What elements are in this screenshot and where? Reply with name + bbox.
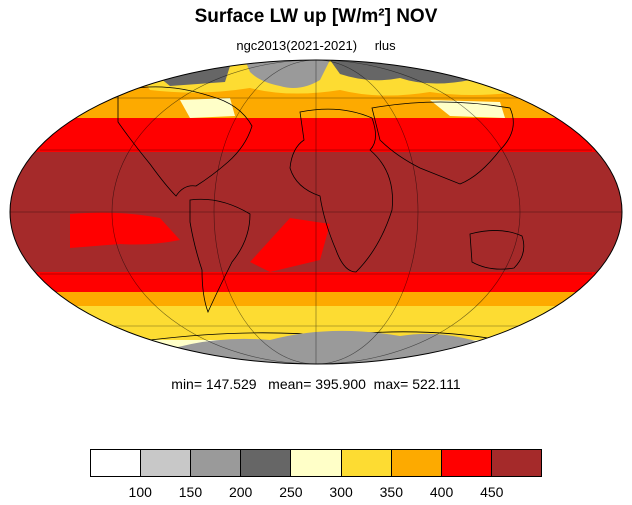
europe-africa-outline xyxy=(289,108,393,273)
map-title: Surface LW up [W/m²] NOV xyxy=(194,6,438,27)
globe-outline xyxy=(9,59,623,365)
legend-swatch xyxy=(291,450,342,476)
pacific-cool-tongue xyxy=(70,212,180,248)
south-america-outline xyxy=(189,198,251,314)
color-legend xyxy=(90,449,542,477)
legend-tick-label: 250 xyxy=(279,484,303,500)
legend-swatch xyxy=(341,450,392,476)
legend-swatch xyxy=(141,450,192,476)
legend-tick-label: 200 xyxy=(228,484,253,500)
stat-max: 522.111 xyxy=(412,376,461,392)
legend-swatch xyxy=(391,450,442,476)
legend-tick-label: 450 xyxy=(480,484,504,500)
legend-tick-label: 150 xyxy=(178,484,203,500)
australia-outline xyxy=(469,230,525,270)
legend-swatch xyxy=(191,450,242,476)
north-america-outline xyxy=(117,86,253,197)
atlantic-cool-tongue xyxy=(250,218,330,272)
stats-line: min= 147.529 mean= 395.900 max= 522.111 xyxy=(171,376,461,392)
variable-label: rlus xyxy=(374,38,396,53)
legend-tick-label: 400 xyxy=(429,484,454,500)
run-label: ngc2013(2021-2021) xyxy=(236,38,358,53)
canada-pale xyxy=(180,98,235,118)
legend-swatch xyxy=(241,450,292,476)
legend-swatch xyxy=(491,450,541,476)
stat-min: 147.529 xyxy=(205,376,257,392)
legend-swatch xyxy=(91,450,142,476)
greenland xyxy=(245,60,330,88)
legend-swatch xyxy=(441,450,492,476)
legend-tick-label: 300 xyxy=(329,484,353,500)
legend-tick-label: 350 xyxy=(379,484,404,500)
stat-mean: 395.900 xyxy=(315,376,366,392)
map-subtitle: ngc2013(2021-2021) rlus xyxy=(0,38,632,53)
legend-tick-label: 100 xyxy=(128,484,152,500)
legend-tick-labels: 100 150 200 250 300 350 400 450 xyxy=(0,484,632,502)
asia-outline xyxy=(371,101,514,185)
